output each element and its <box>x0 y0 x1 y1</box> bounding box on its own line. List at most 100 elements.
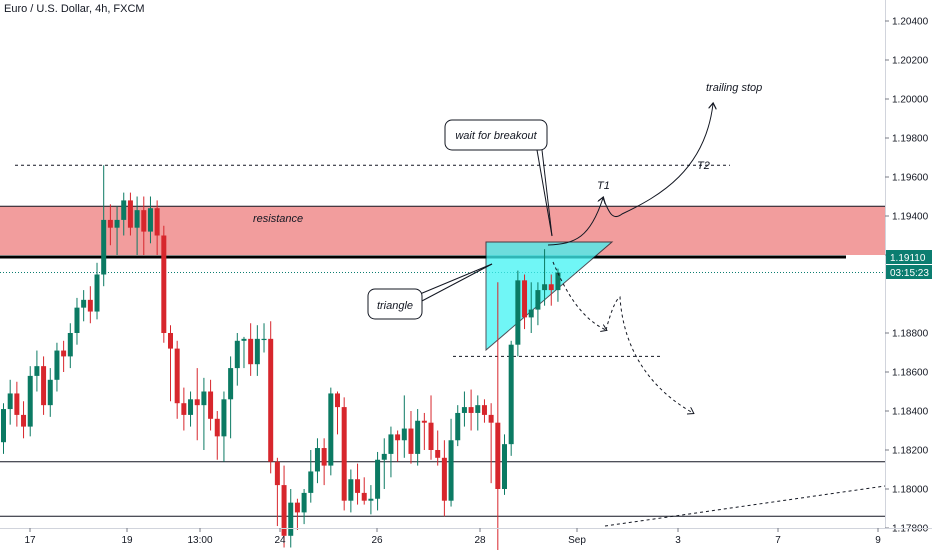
candle-body-down <box>61 350 67 357</box>
candle-body-up <box>27 375 33 427</box>
candle-body-up <box>455 412 461 441</box>
candle-body-up <box>328 393 334 466</box>
candle-body-down <box>522 280 528 318</box>
candle-body-down <box>335 393 340 408</box>
triangle-callout-box <box>367 288 423 320</box>
candle-body-down <box>428 422 434 450</box>
candle-body-up <box>388 434 394 454</box>
candle-body-up <box>415 420 421 454</box>
time-tick-label: 13:00 <box>187 535 212 546</box>
price-tick-label: 1.19600 <box>892 173 929 184</box>
candle-body-up <box>381 453 387 460</box>
candle-body-down <box>355 479 361 493</box>
candle-body-down <box>268 338 274 462</box>
candle-body-down <box>194 399 200 406</box>
candle-body-down <box>441 457 447 501</box>
candle-body-down <box>321 448 327 466</box>
candle-body-down <box>341 407 347 501</box>
candle-body-down <box>208 391 214 419</box>
candle-body-down <box>141 210 147 232</box>
candle-body-up <box>555 272 561 291</box>
candle-body-up <box>542 284 548 291</box>
time-tick-label: Sep <box>568 535 586 546</box>
candle-body-up <box>308 471 314 493</box>
price-tick-label: 1.20200 <box>892 56 929 67</box>
candle-body-up <box>101 219 107 275</box>
candle-body-down <box>294 502 300 513</box>
candle-body-down <box>468 407 474 413</box>
candle-body-down <box>281 485 287 536</box>
candle-body-down <box>274 461 280 486</box>
last-price-tag-label: 1.19110 <box>890 253 926 264</box>
candle-body-down <box>14 393 20 415</box>
resistance-label: resistance <box>253 213 303 225</box>
wait-callout-pointer <box>541 149 553 237</box>
candle-body-up <box>1 409 6 443</box>
time-tick-label: 7 <box>775 535 781 546</box>
candle-body-down <box>107 219 113 228</box>
candle-body-down <box>21 414 27 427</box>
trendline-dashed <box>604 485 886 527</box>
candle-body-down <box>181 403 187 415</box>
t1-label: T1 <box>597 180 610 192</box>
candle-body-down <box>248 338 254 365</box>
candle-body-up <box>314 448 320 472</box>
price-tick-label: 1.18200 <box>892 446 929 457</box>
price-tick-label: 1.18000 <box>892 485 929 496</box>
candle-body-up <box>188 399 194 415</box>
candle-body-up <box>54 350 60 380</box>
candle-body-down <box>87 299 93 312</box>
candle-body-up <box>508 344 514 445</box>
time-tick-label: 19 <box>121 535 133 546</box>
candle-body-up <box>228 368 234 400</box>
candle-body-up <box>221 399 227 437</box>
candle-body-up <box>147 208 153 232</box>
candle-body-down <box>548 284 554 291</box>
triangle-label: triangle <box>377 300 413 312</box>
candle-body-up <box>94 274 100 312</box>
candle-body-up <box>34 366 40 376</box>
candle-body-down <box>174 348 180 404</box>
candle-body-down <box>168 333 173 349</box>
candle-body-down <box>161 235 167 333</box>
candle-body-up <box>288 502 294 536</box>
price-tick-label: 1.18600 <box>892 368 929 379</box>
wait-callout-box <box>444 119 548 151</box>
price-tick-label: 1.20000 <box>892 95 929 106</box>
candle-body-down <box>395 434 401 441</box>
candle-body-up <box>375 459 381 499</box>
breakout-path <box>547 198 603 246</box>
candle-body-down <box>488 414 494 423</box>
candle-body-up <box>241 338 247 341</box>
candle-body-up <box>475 405 481 413</box>
time-tick-label: 26 <box>371 535 383 546</box>
candle-body-up <box>515 280 521 345</box>
candle-body-down <box>214 418 220 437</box>
price-tick-label: 1.19800 <box>892 134 929 145</box>
candle-body-up <box>234 340 240 369</box>
candle-body-up <box>448 440 454 501</box>
trailing-stop-path <box>602 104 713 218</box>
reversal-dashed-path <box>605 296 693 413</box>
candle-body-down <box>421 420 427 423</box>
candle-body-up <box>114 219 120 228</box>
candle-body-down <box>481 405 487 415</box>
candle-body-down <box>495 422 501 489</box>
time-axis[interactable]: 17 19 13:00 24 26 28 Sep 3 7 9 <box>24 528 881 546</box>
candle-body-down <box>435 450 441 458</box>
triangle-callout-pointer-2 <box>419 263 493 303</box>
candle-body-down <box>127 200 133 228</box>
candle-body-up <box>67 333 73 357</box>
t2-label: T2 <box>697 160 710 172</box>
candle-body-up <box>47 379 53 406</box>
triangle-callout-pointer <box>419 263 493 295</box>
wait-label: wait for breakout <box>455 130 537 142</box>
price-tick-label: 1.18800 <box>892 329 929 340</box>
candle-body-up <box>528 309 534 318</box>
candle-body-up <box>535 290 541 310</box>
candle-body-up <box>7 393 13 410</box>
candle-body-up <box>401 428 407 441</box>
candle-body-down <box>41 366 47 406</box>
time-tick-label: 3 <box>675 535 681 546</box>
